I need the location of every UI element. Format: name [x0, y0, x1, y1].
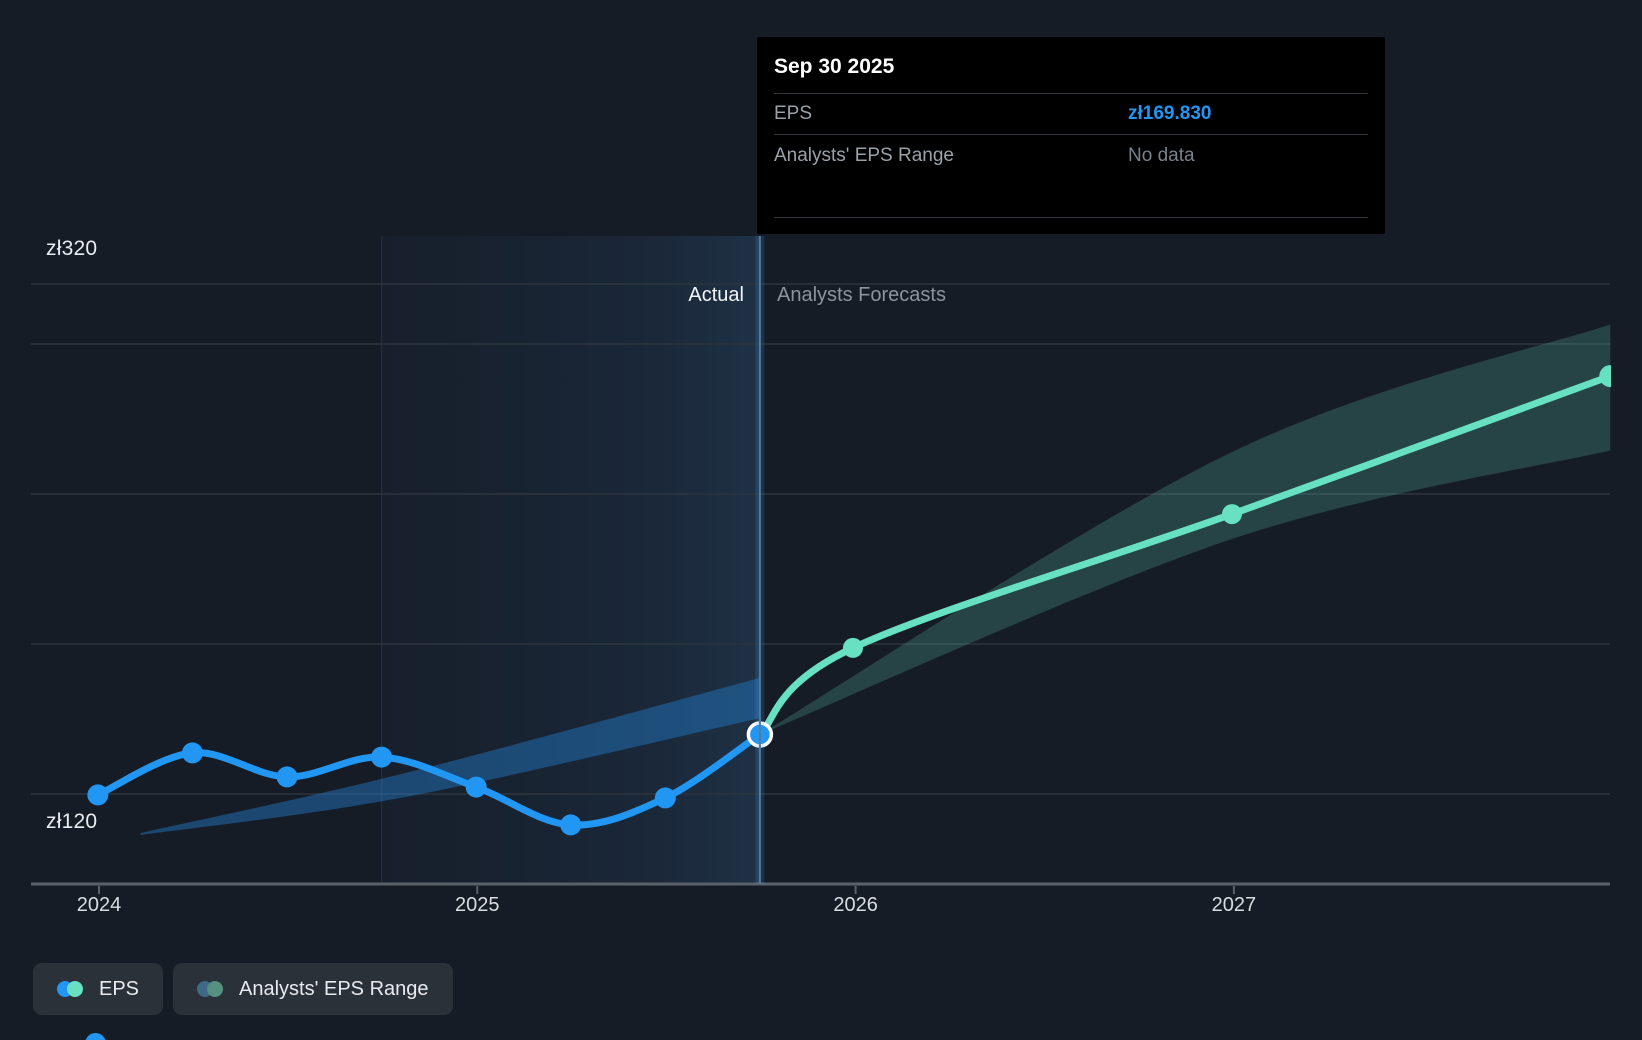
tooltip-eps-value: zł169.830: [1128, 103, 1212, 124]
tooltip-date: Sep 30 2025: [774, 37, 1368, 94]
x-axis-label-2026: 2026: [833, 894, 878, 916]
legend-toggle-analysts-range[interactable]: Analysts' EPS Range: [173, 963, 453, 1015]
legend-analysts-range-label: Analysts' EPS Range: [239, 977, 429, 1000]
chart-tooltip: Sep 30 2025 EPS zł169.830 Analysts' EPS …: [757, 37, 1385, 234]
chart-legend: EPS Analysts' EPS Range: [33, 963, 453, 1015]
eps-legend-icon: [57, 981, 83, 997]
x-axis-label-2027: 2027: [1211, 894, 1257, 916]
tooltip-spacer: [774, 176, 1368, 218]
legend-toggle-eps[interactable]: EPS: [33, 963, 164, 1015]
actual-phase-label: Actual: [688, 284, 744, 306]
tooltip-range-value: No data: [1128, 144, 1195, 166]
analysts-range-legend-icon: [197, 981, 224, 997]
x-axis-label-2025: 2025: [455, 894, 500, 916]
tooltip-row-eps: EPS zł169.830: [774, 94, 1368, 135]
y-axis-label-320: zł320: [46, 237, 98, 260]
tooltip-eps-label: EPS: [774, 103, 813, 124]
tooltip-row-range: Analysts' EPS Range No data: [774, 135, 1368, 176]
x-axis-label-2024: 2024: [76, 894, 122, 916]
y-axis-label-120: zł120: [46, 810, 98, 833]
clipped-data-dot-decoration: [85, 1033, 106, 1040]
legend-eps-label: EPS: [99, 977, 140, 1000]
forecast-phase-label: Analysts Forecasts: [777, 284, 946, 306]
tooltip-range-label: Analysts' EPS Range: [774, 144, 954, 166]
